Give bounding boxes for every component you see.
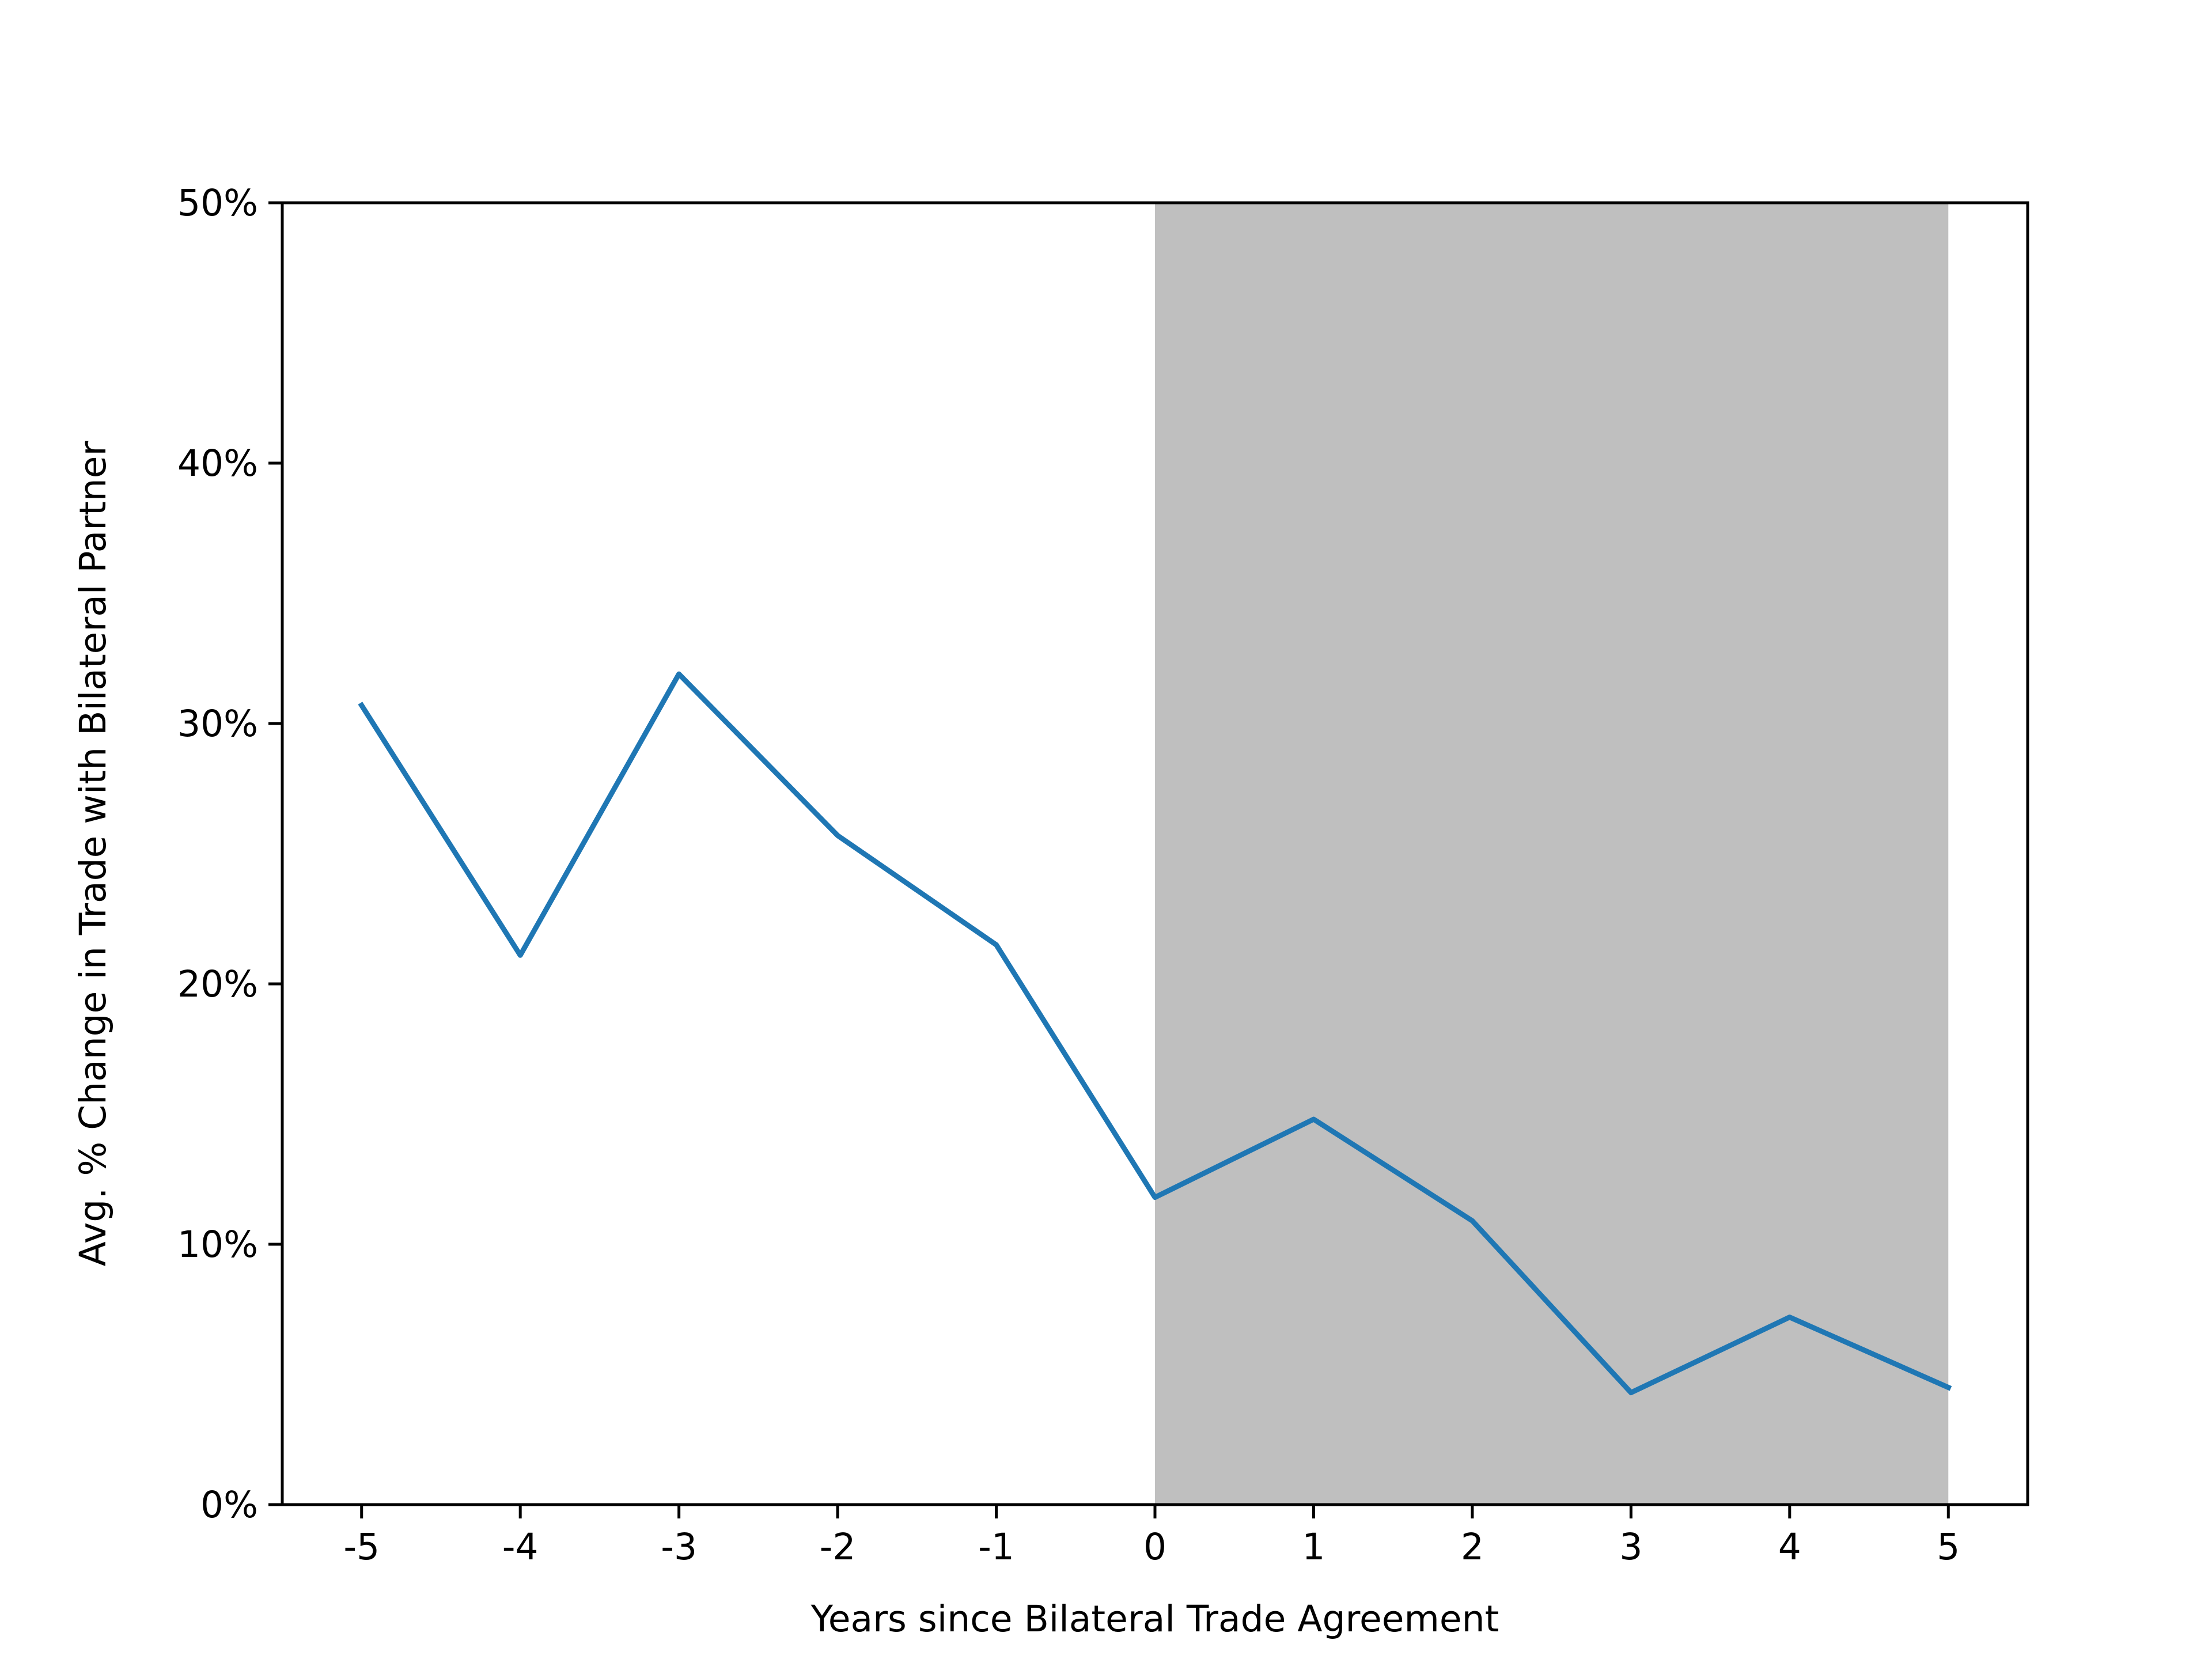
- x-axis-title: Years since Bilateral Trade Agreement: [810, 1598, 1499, 1640]
- y-tick-label: 10%: [177, 1224, 258, 1266]
- y-tick-label: 40%: [177, 442, 258, 484]
- series-layer: [358, 671, 1952, 1396]
- post-agreement-shading: [1155, 203, 1949, 1505]
- x-tick-label: -2: [820, 1526, 856, 1568]
- y-axis-ticks: 0% 10% 20% 30% 40% 50%: [177, 182, 282, 1526]
- y-axis-title: Avg. % Change in Trade with Bilateral Pa…: [72, 441, 114, 1267]
- x-tick-label: 1: [1302, 1526, 1325, 1568]
- x-tick-label: -4: [502, 1526, 539, 1568]
- y-tick-label: 50%: [177, 182, 258, 224]
- x-tick-label: 2: [1461, 1526, 1484, 1568]
- y-tick-label: 0%: [200, 1484, 258, 1526]
- y-tick-label: 30%: [177, 703, 258, 745]
- series-line-0: [358, 671, 1952, 1396]
- x-tick-label: -1: [978, 1526, 1014, 1568]
- shaded-region: [1155, 203, 1949, 1505]
- x-tick-label: -3: [661, 1526, 697, 1568]
- x-tick-label: 3: [1619, 1526, 1642, 1568]
- x-tick-label: 4: [1778, 1526, 1801, 1568]
- x-tick-label: 5: [1937, 1526, 1960, 1568]
- x-tick-label: 0: [1143, 1526, 1166, 1568]
- x-tick-label: -5: [343, 1526, 380, 1568]
- y-tick-label: 20%: [177, 963, 258, 1005]
- x-axis-ticks: -5 -4 -3 -2 -1 0 1 2 3 4 5: [343, 1505, 1960, 1568]
